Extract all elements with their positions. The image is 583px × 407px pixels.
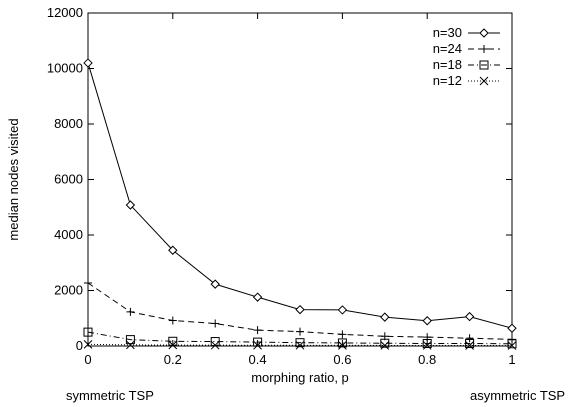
x-tick-label: 0.8 xyxy=(418,352,436,367)
legend-label: n=30 xyxy=(433,25,462,40)
legend xyxy=(468,28,500,86)
y-axis-label: median nodes visited xyxy=(6,118,21,240)
data-point xyxy=(125,200,136,210)
symmetric-tsp-label: symmetric TSP xyxy=(66,388,154,403)
data-point xyxy=(125,335,135,345)
legend-label: n=12 xyxy=(433,73,462,88)
series-n-30 xyxy=(83,58,517,333)
y-tick-label: 10000 xyxy=(47,61,83,76)
y-tick-label: 2000 xyxy=(54,283,83,298)
legend-marker xyxy=(480,45,488,53)
asymmetric-tsp-label: asymmetric TSP xyxy=(470,388,566,403)
x-tick-label: 0.6 xyxy=(333,352,351,367)
data-point xyxy=(253,337,263,347)
data-point xyxy=(337,305,348,315)
y-tick-label: 0 xyxy=(76,338,83,353)
data-point xyxy=(126,340,135,350)
data-point xyxy=(168,245,178,255)
data-point xyxy=(380,341,390,350)
legend-marker xyxy=(479,76,489,86)
data-point xyxy=(168,340,178,350)
x-tick-label: 1 xyxy=(508,352,515,367)
data-point xyxy=(168,316,177,325)
data-point xyxy=(507,339,517,349)
y-tick-label: 6000 xyxy=(54,172,83,187)
series-n-12 xyxy=(83,339,517,350)
data-point xyxy=(465,339,475,349)
data-point xyxy=(296,327,304,336)
data-point xyxy=(84,279,92,288)
data-point xyxy=(422,339,432,349)
x-axis-label: morphing ratio, p xyxy=(251,370,349,385)
series-n-24 xyxy=(84,279,516,344)
legend-marker xyxy=(479,28,489,38)
data-point xyxy=(211,319,220,328)
data-point xyxy=(507,341,517,350)
y-tick-label: 4000 xyxy=(54,227,83,242)
data-point xyxy=(422,316,432,326)
x-tick-label: 0.4 xyxy=(249,352,267,367)
x-tick-label: 0 xyxy=(84,352,91,367)
legend-label: n=18 xyxy=(433,57,462,72)
data-point xyxy=(295,338,305,348)
data-point xyxy=(464,311,475,322)
data-point xyxy=(338,330,347,339)
data-point xyxy=(83,58,93,68)
data-point xyxy=(83,327,93,337)
data-point xyxy=(295,304,305,315)
y-tick-label: 8000 xyxy=(54,116,83,131)
data-point xyxy=(465,334,474,343)
legend-marker xyxy=(479,60,489,70)
data-point xyxy=(210,340,220,350)
data-point xyxy=(507,323,517,333)
data-point xyxy=(126,307,135,316)
series-line xyxy=(87,62,513,329)
data-point xyxy=(465,341,474,350)
y-tick-label: 12000 xyxy=(47,5,83,20)
data-point xyxy=(252,292,263,302)
data-point xyxy=(337,338,347,348)
data-point xyxy=(210,279,220,289)
series-line xyxy=(87,331,513,345)
data-point xyxy=(83,339,93,349)
data-point xyxy=(380,338,390,348)
data-point xyxy=(253,326,262,335)
legend-label: n=24 xyxy=(433,41,462,56)
data-point xyxy=(295,340,305,350)
data-point xyxy=(380,312,390,322)
x-tick-label: 0.2 xyxy=(164,352,182,367)
data-point xyxy=(253,340,262,350)
data-point xyxy=(422,341,432,350)
data-point xyxy=(338,341,347,350)
